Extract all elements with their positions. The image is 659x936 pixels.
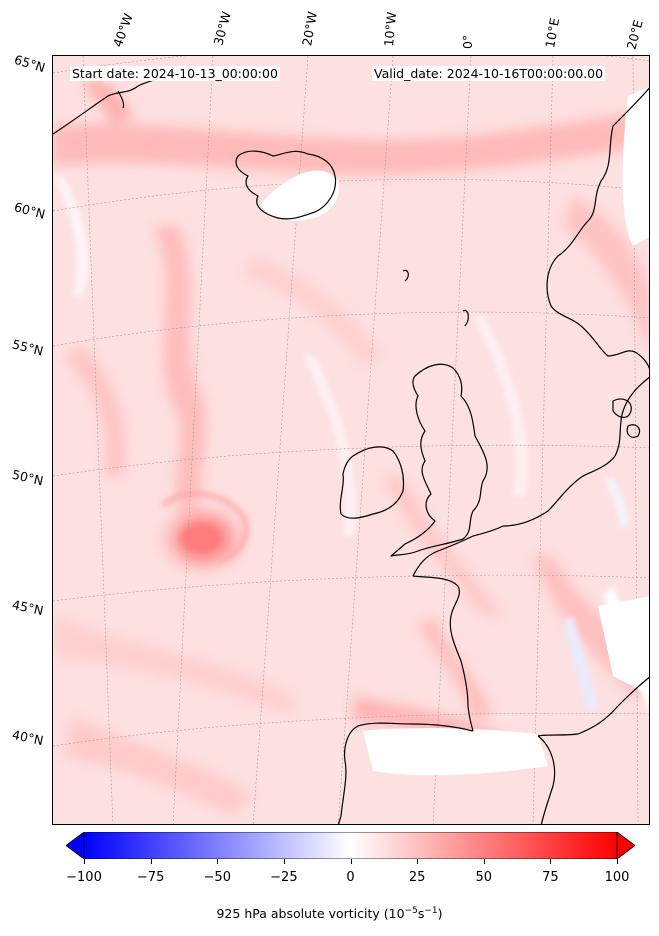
colorbar-tick-mark: [617, 859, 618, 864]
colorbar-unit-exp2: −1: [424, 906, 438, 916]
lon-label-30w: 30°W: [210, 9, 234, 47]
colorbar-tick-label: −25: [270, 870, 298, 885]
cyclone-vorticity-maximum: [148, 491, 258, 584]
colorbar: [66, 832, 635, 859]
vorticity-map: [53, 56, 649, 824]
colorbar-extend-low: [66, 832, 85, 859]
colorbar-tick-mark: [350, 859, 352, 864]
start-date-label: Start date: 2024-10-13_00:00:00: [70, 66, 280, 81]
lat-label-45n: 45°N: [10, 596, 45, 619]
colorbar-tick-label: −75: [136, 870, 165, 885]
colorbar-extend-high: [616, 832, 635, 859]
colorbar-gradient: [83, 832, 618, 859]
valid-date-label: Valid_date: 2024-10-16T00:00:00.00: [372, 66, 606, 81]
lon-label-40w: 40°W: [109, 11, 136, 49]
land-mask: [262, 86, 649, 776]
colorbar-tick-label: 50: [475, 870, 493, 885]
graticule: [53, 56, 649, 824]
colorbar-variable: 925 hPa absolute vorticity: [216, 906, 380, 922]
lon-label-10e: 10°E: [542, 16, 563, 49]
lon-label-20w: 20°W: [299, 10, 320, 47]
lon-label-0: 0°: [460, 34, 475, 49]
colorbar-unit-mid: s: [417, 906, 425, 922]
colorbar-tick-mark: [84, 859, 85, 864]
map-panel: [52, 55, 650, 825]
colorbar-unit-exp1: −5: [404, 906, 418, 916]
lon-label-20e: 20°E: [623, 18, 646, 52]
colorbar-tick-mark: [217, 859, 219, 864]
coastlines: [53, 70, 649, 824]
vorticity-field-patches: [53, 76, 649, 816]
colorbar-unit-prefix: (10: [383, 906, 405, 922]
colorbar-tick-label: 100: [604, 870, 630, 885]
lat-label-50n: 50°N: [10, 466, 45, 489]
lat-label-55n: 55°N: [10, 336, 45, 359]
colorbar-tick-mark: [550, 859, 552, 864]
colorbar-unit-suffix: ): [437, 906, 443, 922]
lat-label-65n: 65°N: [12, 51, 48, 76]
colorbar-tick-mark: [150, 859, 152, 864]
colorbar-label: 925 hPa absolute vorticity (10−5s−1): [0, 906, 659, 921]
lon-label-10w: 10°W: [381, 11, 400, 48]
colorbar-tick-mark: [417, 859, 419, 864]
colorbar-tick-label: 25: [408, 870, 426, 885]
colorbar-tick-label: −50: [203, 870, 231, 885]
lat-label-40n: 40°N: [10, 726, 45, 749]
colorbar-tick-label: 0: [346, 870, 355, 885]
lat-label-60n: 60°N: [12, 199, 47, 222]
colorbar-tick-mark: [283, 859, 285, 864]
colorbar-tick-mark: [483, 859, 485, 864]
colorbar-tick-label: 75: [542, 870, 559, 885]
colorbar-tick-label: −100: [66, 870, 102, 885]
